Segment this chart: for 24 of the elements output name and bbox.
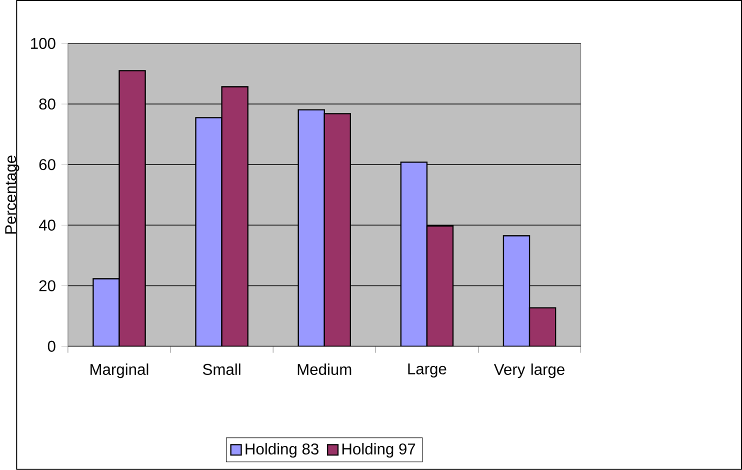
y-tick-label: 60 — [39, 159, 56, 170]
bar — [502, 235, 530, 346]
y-tick-label: 80 — [39, 98, 56, 110]
bar — [195, 117, 222, 346]
bar — [118, 70, 146, 346]
x-tick-label: Large — [408, 364, 446, 378]
bar — [298, 109, 325, 346]
legend-label: Holding 97 — [342, 443, 416, 458]
legend-label: Holding 83 — [246, 443, 318, 458]
bar — [221, 86, 248, 346]
y-tick-label: 100 — [31, 38, 56, 50]
bar — [324, 113, 352, 346]
bar — [400, 162, 428, 346]
x-tick-label: Very large — [494, 364, 564, 378]
x-tick-label: Small — [202, 364, 240, 376]
y-tick-label: 20 — [39, 280, 56, 292]
y-tick-label: 0 — [48, 340, 56, 352]
x-tick-label: Marginal — [90, 364, 148, 378]
y-tick-label: 40 — [38, 220, 56, 231]
x-tick-label: Medium — [298, 364, 352, 376]
bar — [92, 278, 120, 346]
bar — [528, 307, 556, 346]
y-axis-title: Percentage — [5, 156, 20, 234]
bar — [426, 226, 454, 346]
